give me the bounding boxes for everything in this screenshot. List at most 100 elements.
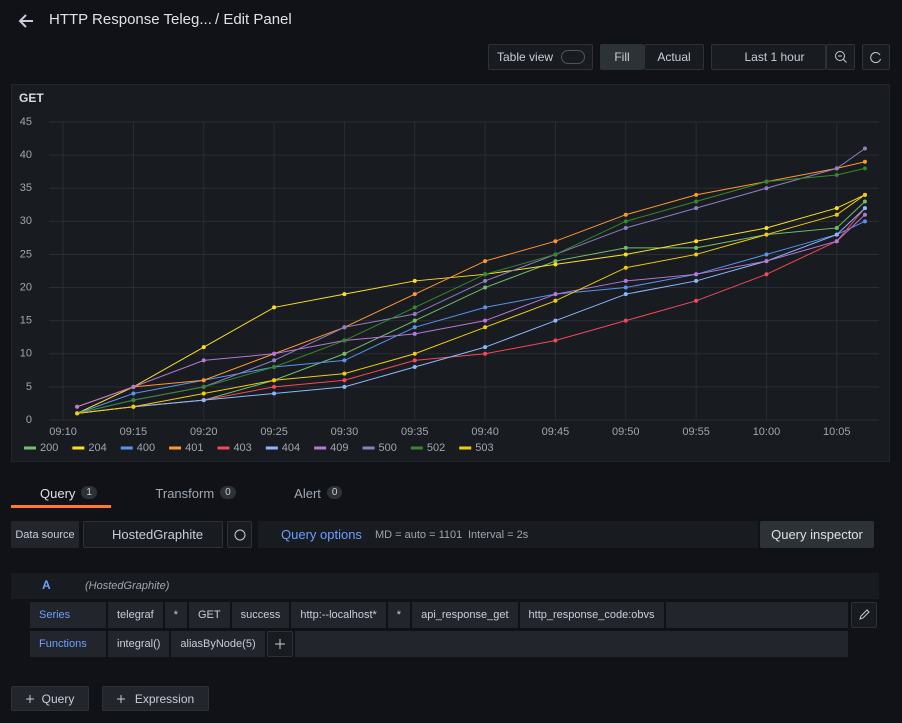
- add-function[interactable]: [266, 631, 293, 657]
- segment[interactable]: *: [387, 602, 411, 628]
- point: [342, 371, 347, 376]
- x-tick-label: 09:55: [682, 426, 710, 438]
- point: [764, 259, 769, 264]
- x-tick-label: 09:25: [260, 426, 288, 438]
- function[interactable]: integral(): [108, 631, 170, 657]
- series-line: [77, 167, 866, 414]
- x-tick-label: 09:30: [331, 426, 359, 438]
- ds-picker[interactable]: HostedGraphite: [83, 521, 223, 548]
- legend-label: 409: [330, 442, 348, 454]
- x-tick-label: 09:45: [542, 426, 570, 438]
- edit[interactable]: [851, 602, 877, 628]
- legend-label: 200: [40, 442, 58, 454]
- add-expression[interactable]: Expression: [102, 686, 209, 711]
- point: [342, 384, 347, 389]
- label: Table view: [497, 50, 554, 64]
- point: [862, 159, 867, 164]
- segment[interactable]: GET: [188, 602, 230, 628]
- help[interactable]: [227, 521, 252, 548]
- query-inspector[interactable]: Query inspector: [760, 521, 874, 548]
- point: [483, 272, 488, 277]
- add-query[interactable]: Query: [11, 686, 89, 711]
- legend-label: 500: [379, 442, 397, 454]
- chart: 0 5 10 15 20 25 30 35 40 45 09:10 09:15 09:20 09:25 09…: [20, 116, 879, 454]
- y-tick-label: 15: [20, 315, 32, 327]
- point: [131, 398, 136, 403]
- point: [75, 411, 80, 416]
- point: [764, 252, 769, 257]
- point: [694, 206, 699, 211]
- point: [272, 305, 277, 310]
- point: [342, 378, 347, 383]
- point: [694, 192, 699, 197]
- panel: GET 0 5 10 15 20 25 30 35 40 45 09:10 09:15 09:20 09:…: [11, 84, 890, 462]
- point: [75, 404, 80, 409]
- x-tick-label: 09:10: [49, 426, 77, 438]
- x-tick-label: 09:50: [612, 426, 640, 438]
- point: [553, 259, 558, 264]
- x-tick-label: 09:20: [190, 426, 218, 438]
- actual-btn[interactable]: Actual: [644, 44, 704, 70]
- point: [623, 225, 628, 230]
- segment[interactable]: api_response_get: [412, 602, 518, 628]
- point: [764, 272, 769, 277]
- point: [862, 192, 867, 197]
- segment[interactable]: http_response_code:obvs: [519, 602, 664, 628]
- segment[interactable]: http:--localhost*: [291, 602, 386, 628]
- point: [201, 378, 206, 383]
- tab-underline: [11, 505, 111, 508]
- legend-label: 400: [137, 442, 155, 454]
- point: [272, 378, 277, 383]
- y-tick-label: 35: [20, 182, 32, 194]
- zoom-out[interactable]: [826, 44, 855, 70]
- tab-count: 1: [81, 486, 97, 499]
- series-line: [77, 207, 866, 414]
- point: [553, 292, 558, 297]
- function[interactable]: aliasByNode(5): [171, 631, 265, 657]
- segment[interactable]: *: [164, 602, 187, 628]
- functions-label: Functions: [30, 631, 106, 657]
- point: [862, 199, 867, 204]
- x-tick-label: 09:40: [471, 426, 499, 438]
- segment[interactable]: telegraf: [108, 602, 163, 628]
- point: [412, 305, 417, 310]
- time-range[interactable]: Last 1 hour: [711, 44, 826, 70]
- point: [862, 166, 867, 171]
- point: [862, 146, 867, 151]
- y-tick-label: 30: [20, 215, 32, 227]
- series-label: Series: [30, 602, 106, 628]
- legend-label: 401: [185, 442, 203, 454]
- y-tick-label: 0: [26, 414, 32, 426]
- point: [694, 199, 699, 204]
- table-view[interactable]: Table view: [488, 44, 593, 70]
- point: [201, 391, 206, 396]
- query-options[interactable]: Query options: [281, 527, 362, 542]
- back-icon[interactable]: [16, 11, 36, 31]
- md: MD = auto = 1101: [375, 529, 463, 541]
- fill-btn[interactable]: Fill: [600, 44, 644, 70]
- tab-label[interactable]: Transform: [155, 486, 215, 501]
- point: [412, 318, 417, 323]
- tab-label[interactable]: Alert: [294, 486, 321, 501]
- legend-label: 502: [427, 442, 445, 454]
- point: [623, 252, 628, 257]
- point: [834, 232, 839, 237]
- refresh[interactable]: [862, 44, 890, 70]
- point: [483, 325, 488, 330]
- tab-label[interactable]: Query: [40, 486, 76, 501]
- point: [272, 384, 277, 389]
- toggle[interactable]: [561, 50, 586, 64]
- point: [483, 351, 488, 356]
- panel-title: GET: [19, 91, 44, 105]
- point: [862, 206, 867, 211]
- segment-empty: [665, 602, 848, 628]
- point: [623, 212, 628, 217]
- x-tick-label: 10:05: [823, 426, 851, 438]
- point: [834, 239, 839, 244]
- point: [694, 278, 699, 283]
- point: [412, 292, 417, 297]
- label: Last 1 hour: [744, 50, 805, 64]
- segment[interactable]: success: [231, 602, 290, 628]
- query-source: (HostedGraphite): [85, 580, 170, 592]
